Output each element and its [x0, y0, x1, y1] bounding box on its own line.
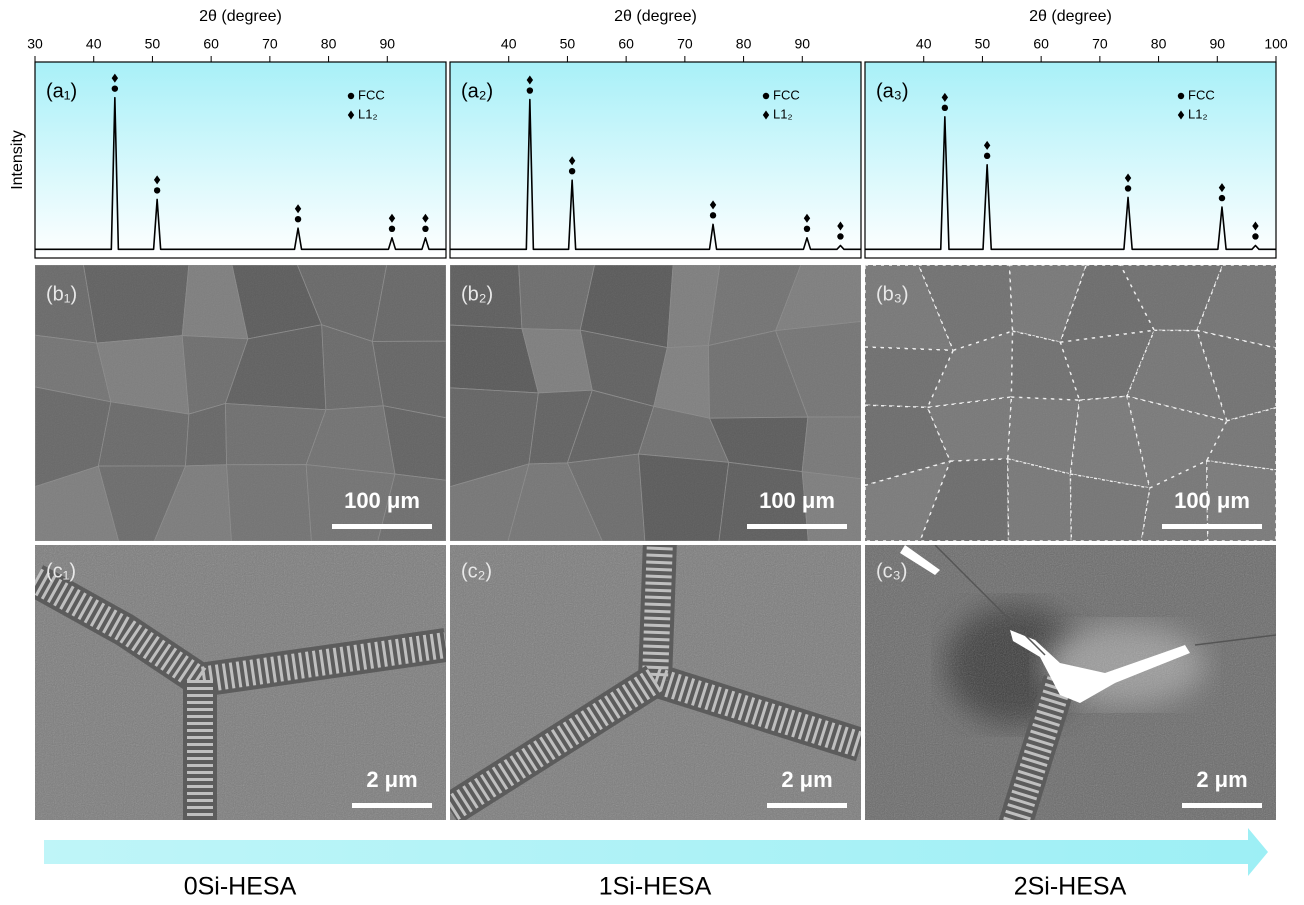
scale-bar-label: 2 μm [366, 767, 417, 792]
fcc-marker [837, 233, 843, 239]
legend-symbol [1178, 93, 1184, 99]
fcc-marker [389, 226, 395, 232]
figure: 30 40 50 60 70 80 90 2θ (degree) Intensity (a₁) FC… [0, 0, 1304, 905]
scale-bar [1162, 524, 1262, 529]
fcc-marker [422, 226, 428, 232]
fcc-marker [154, 187, 160, 193]
scale-bar [332, 524, 432, 529]
x-tick-label: 40 [86, 36, 102, 52]
x-axis-label: 2θ (degree) [1029, 8, 1112, 25]
scale-bar [747, 524, 847, 529]
sample-label: 2Si-HESA [1014, 873, 1127, 901]
x-tick-label: 90 [379, 36, 395, 52]
panel-label: (c₁) [46, 560, 76, 582]
x-tick-label: 90 [794, 36, 810, 52]
fcc-marker [1125, 185, 1131, 191]
y-axis-label: Intensity [9, 130, 26, 190]
scale-bar [352, 803, 432, 808]
scale-bar [1182, 803, 1262, 808]
x-tick-label: 50 [145, 36, 161, 52]
legend-label: L1₂ [1188, 106, 1208, 121]
panel-label: (c₃) [876, 560, 907, 582]
x-tick-label: 100 [1264, 36, 1288, 52]
sem-image: (c₃) 2 μm [865, 545, 1276, 825]
scale-bar-label: 2 μm [781, 767, 832, 792]
x-tick-label: 70 [677, 36, 693, 52]
fcc-marker [1219, 195, 1225, 201]
panel-label: (b₁) [46, 283, 77, 305]
x-tick-label: 80 [736, 36, 752, 52]
sem-image: (b₁) 100 μm [35, 265, 446, 541]
x-tick-label: 60 [1033, 36, 1049, 52]
x-tick-label: 60 [203, 36, 219, 52]
scale-bar-label: 100 μm [1174, 488, 1250, 513]
x-tick-label: 60 [618, 36, 634, 52]
sample-label: 1Si-HESA [599, 873, 712, 901]
x-tick-label: 50 [975, 36, 991, 52]
legend-label: FCC [773, 87, 800, 102]
x-tick-label: 90 [1209, 36, 1225, 52]
sem-image: (b₂) 100 μm [450, 265, 861, 541]
legend-label: FCC [1188, 87, 1215, 102]
x-tick-label: 70 [1092, 36, 1108, 52]
fcc-marker [527, 87, 533, 93]
x-tick-label: 30 [27, 36, 43, 52]
fcc-marker [942, 105, 948, 111]
sem-image: (b₃) 100 μm [865, 265, 1276, 541]
x-tick-label: 80 [321, 36, 337, 52]
fcc-marker [112, 85, 118, 91]
x-tick-label: 80 [1151, 36, 1167, 52]
scale-bar-label: 100 μm [759, 488, 835, 513]
fcc-marker [295, 216, 301, 222]
panel-label: (b₃) [876, 283, 909, 305]
legend-label: FCC [358, 87, 385, 102]
panel-label: (a₁) [46, 80, 77, 102]
x-tick-label: 40 [501, 36, 517, 52]
scale-bar-label: 100 μm [344, 488, 420, 513]
legend-symbol [348, 93, 354, 99]
panel-label: (b₂) [461, 283, 493, 305]
fcc-marker [1252, 233, 1258, 239]
scale-bar [767, 803, 847, 808]
x-tick-label: 50 [560, 36, 576, 52]
sem-image: (c₂) 2 μm [450, 540, 861, 820]
panel-label: (a₃) [876, 80, 909, 102]
x-tick-label: 40 [916, 36, 932, 52]
fcc-marker [804, 226, 810, 232]
sem-image: (c₁) 2 μm [35, 545, 446, 825]
scale-bar-label: 2 μm [1196, 767, 1247, 792]
x-tick-label: 70 [262, 36, 278, 52]
sample-label: 0Si-HESA [184, 873, 297, 901]
trend-arrow [44, 828, 1268, 876]
panel-label: (c₂) [461, 560, 492, 582]
fcc-marker [710, 212, 716, 218]
x-axis-label: 2θ (degree) [614, 8, 697, 25]
x-axis-label: 2θ (degree) [199, 8, 282, 25]
fcc-marker [569, 168, 575, 174]
fcc-marker [984, 153, 990, 159]
legend-label: L1₂ [773, 106, 793, 121]
legend-symbol [763, 93, 769, 99]
panel-label: (a₂) [461, 80, 493, 102]
legend-label: L1₂ [358, 106, 378, 121]
